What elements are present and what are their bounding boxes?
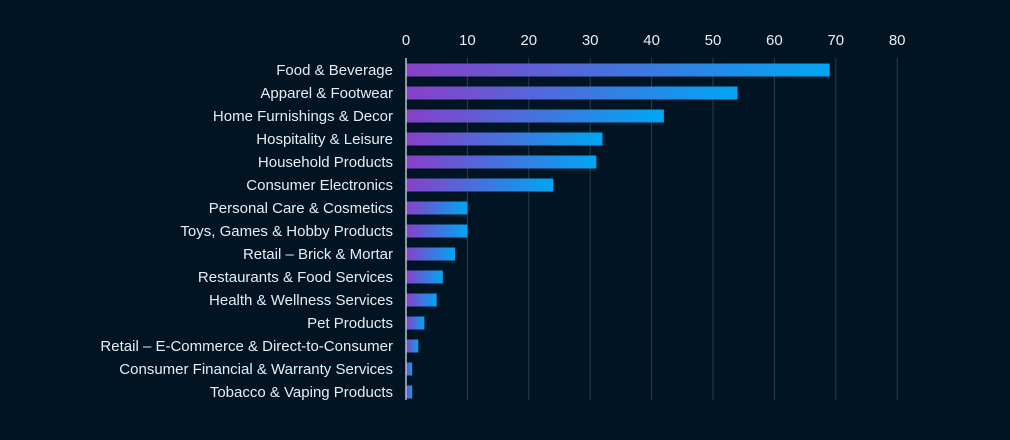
bar-4 [406,155,597,169]
category-label: Household Products [258,154,393,171]
category-label: Personal Care & Cosmetics [209,200,393,217]
bar-9 [406,270,443,284]
x-tick-label: 40 [643,32,660,49]
bar-12 [406,339,419,353]
x-tick-label: 50 [705,32,722,49]
category-label: Toys, Games & Hobby Products [180,223,393,240]
x-tick-label: 0 [402,32,410,49]
category-label: Pet Products [307,315,393,332]
category-label: Retail – E-Commerce & Direct-to-Consumer [100,338,393,355]
category-label: Consumer Electronics [246,177,393,194]
bar-8 [406,247,456,261]
bar-10 [406,293,437,307]
category-label: Home Furnishings & Decor [213,108,393,125]
bar-5 [406,178,554,192]
x-tick-label: 80 [889,32,906,49]
x-tick-label: 10 [459,32,476,49]
category-label: Consumer Financial & Warranty Services [119,361,393,378]
bar-3 [406,132,603,146]
category-label: Retail – Brick & Mortar [243,246,393,263]
x-tick-label: 70 [827,32,844,49]
category-label: Restaurants & Food Services [198,269,393,286]
bars-layer [406,63,830,399]
bar-0 [406,63,830,77]
category-labels: Food & Beverage Apparel & Footwear Home Fu… [100,62,393,401]
bar-1 [406,86,738,100]
category-label: Hospitality & Leisure [256,131,393,148]
category-label: Health & Wellness Services [209,292,393,309]
bar-14 [406,385,413,399]
bar-7 [406,224,468,238]
bar-6 [406,201,468,215]
bar-13 [406,362,413,376]
grid-layer [466,58,898,400]
bar-2 [406,109,664,123]
bar-11 [406,316,425,330]
category-label: Food & Beverage [276,62,393,79]
category-label: Apparel & Footwear [260,85,393,102]
x-tick-label: 30 [582,32,599,49]
x-tick-label: 20 [520,32,537,49]
x-axis-ticks: 0 10 20 30 40 50 60 70 80 [402,32,906,49]
x-tick-label: 60 [766,32,783,49]
category-label: Tobacco & Vaping Products [210,384,393,401]
